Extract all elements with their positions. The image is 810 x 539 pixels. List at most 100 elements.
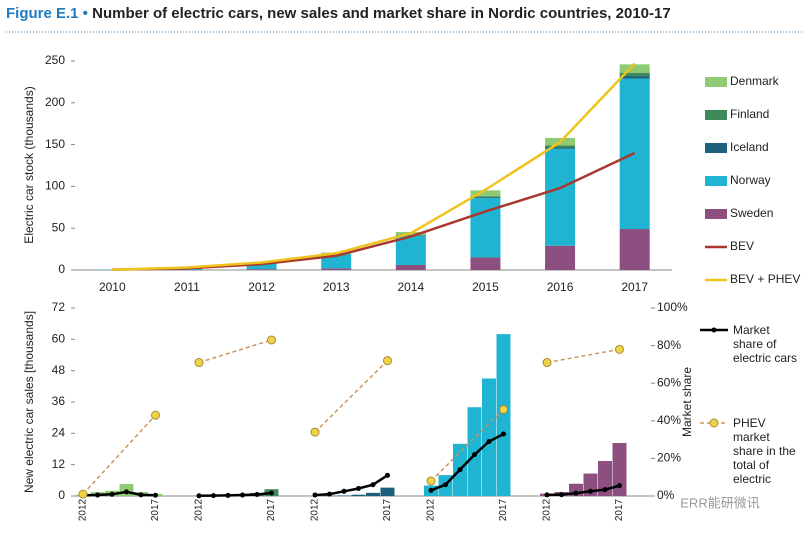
line-marker xyxy=(78,489,88,499)
y-tick-label: 0 xyxy=(58,488,65,502)
line-marker xyxy=(559,492,564,498)
line-marker xyxy=(385,472,390,478)
bar xyxy=(380,487,395,496)
y2-axis-label: Market share xyxy=(680,367,694,437)
y-tick-label: 150 xyxy=(45,137,65,151)
legend-swatch xyxy=(705,143,727,153)
bar xyxy=(598,461,612,496)
bar-segment xyxy=(545,147,576,149)
y-tick-label: 12 xyxy=(52,457,66,471)
bar xyxy=(612,442,627,496)
y2-tick-label: 60% xyxy=(657,375,681,389)
line-marker xyxy=(472,452,477,458)
x-tick-label: 2012 xyxy=(542,498,553,521)
line-marker xyxy=(310,427,320,437)
bar-segment xyxy=(470,257,501,270)
bar-segment xyxy=(246,269,277,270)
line-marker xyxy=(486,438,492,444)
line-series xyxy=(112,62,636,271)
line-marker xyxy=(602,487,608,493)
line-marker xyxy=(254,491,260,497)
y-tick-label: 0 xyxy=(58,262,65,276)
line-marker xyxy=(341,488,347,494)
y-tick-label: 24 xyxy=(52,426,66,440)
line-series xyxy=(430,432,505,492)
bar-segment xyxy=(619,229,650,270)
x-tick-label: 2012 xyxy=(248,280,275,294)
legend-label: BEV + PHEV xyxy=(730,272,800,286)
x-tick-label: 2012 xyxy=(426,498,437,521)
line-marker xyxy=(383,356,392,366)
line-marker xyxy=(499,405,508,415)
bar xyxy=(482,378,496,496)
legend-label: Denmark xyxy=(730,74,780,88)
line-marker xyxy=(501,431,506,437)
bar-segment xyxy=(619,76,650,79)
line-marker xyxy=(327,491,332,497)
bar xyxy=(351,494,366,496)
y-axis-label: Electric car stock (thousands) xyxy=(22,86,36,243)
line-marker xyxy=(544,492,550,498)
x-tick-label: 2012 xyxy=(194,498,205,521)
y-tick-label: 60 xyxy=(52,332,66,346)
x-tick-label: 2016 xyxy=(547,280,574,294)
y-axis-label: New electric car sales [thousands] xyxy=(22,311,36,493)
y-tick-label: 50 xyxy=(52,220,66,234)
line-marker xyxy=(124,489,129,495)
line-marker xyxy=(615,344,624,354)
y-tick-label: 250 xyxy=(45,53,65,67)
y-tick-label: 200 xyxy=(45,95,65,109)
y-tick-label: 72 xyxy=(52,300,66,314)
bar-segment xyxy=(470,197,501,199)
line-marker xyxy=(428,487,434,493)
line-marker xyxy=(617,483,622,489)
x-tick-label: 2017 xyxy=(614,498,625,521)
line-marker xyxy=(153,492,158,498)
line-series xyxy=(314,474,389,497)
line-marker xyxy=(426,476,436,486)
legend-swatch xyxy=(705,77,727,87)
x-tick-label: 2014 xyxy=(397,280,424,294)
y2-tick-label: 80% xyxy=(657,338,681,352)
bar-segment xyxy=(545,145,576,148)
legend-swatch xyxy=(705,110,727,120)
x-tick-label: 2015 xyxy=(472,280,499,294)
line-marker xyxy=(356,485,361,491)
x-tick-label: 2012 xyxy=(310,498,321,521)
line-marker xyxy=(196,493,202,499)
y2-tick-label: 20% xyxy=(657,451,681,465)
bar xyxy=(467,407,482,496)
line-series xyxy=(430,408,505,482)
line-marker xyxy=(240,492,245,498)
x-tick-label: 2010 xyxy=(99,280,126,294)
y-tick-label: 36 xyxy=(52,394,66,408)
x-tick-label: 2017 xyxy=(498,498,509,521)
line-marker xyxy=(443,482,448,488)
bar xyxy=(496,334,511,496)
y2-tick-label: 0% xyxy=(657,488,675,502)
line-series xyxy=(82,414,157,495)
legend-swatch xyxy=(705,176,727,186)
bar-segment xyxy=(545,148,576,246)
bar-segment xyxy=(619,64,650,73)
legend-label: Iceland xyxy=(730,140,769,154)
line-marker xyxy=(95,492,100,498)
line-marker xyxy=(194,358,204,368)
line-marker xyxy=(267,335,276,345)
line-series xyxy=(546,348,620,364)
legend-label: BEV xyxy=(730,239,754,253)
y-tick-label: 48 xyxy=(52,363,66,377)
bar xyxy=(337,495,351,496)
legend-label: Finland xyxy=(730,107,769,121)
x-tick-label: 2017 xyxy=(266,498,277,521)
line-marker xyxy=(109,491,115,497)
line-marker xyxy=(588,488,593,494)
legend-label: Norway xyxy=(730,173,771,187)
legend-marker xyxy=(709,418,719,428)
bar xyxy=(366,492,380,496)
line-marker xyxy=(269,490,274,496)
legend-label: PHEV market share in the total of electr… xyxy=(733,416,796,486)
bar-segment xyxy=(545,245,576,270)
line-series xyxy=(314,360,389,433)
